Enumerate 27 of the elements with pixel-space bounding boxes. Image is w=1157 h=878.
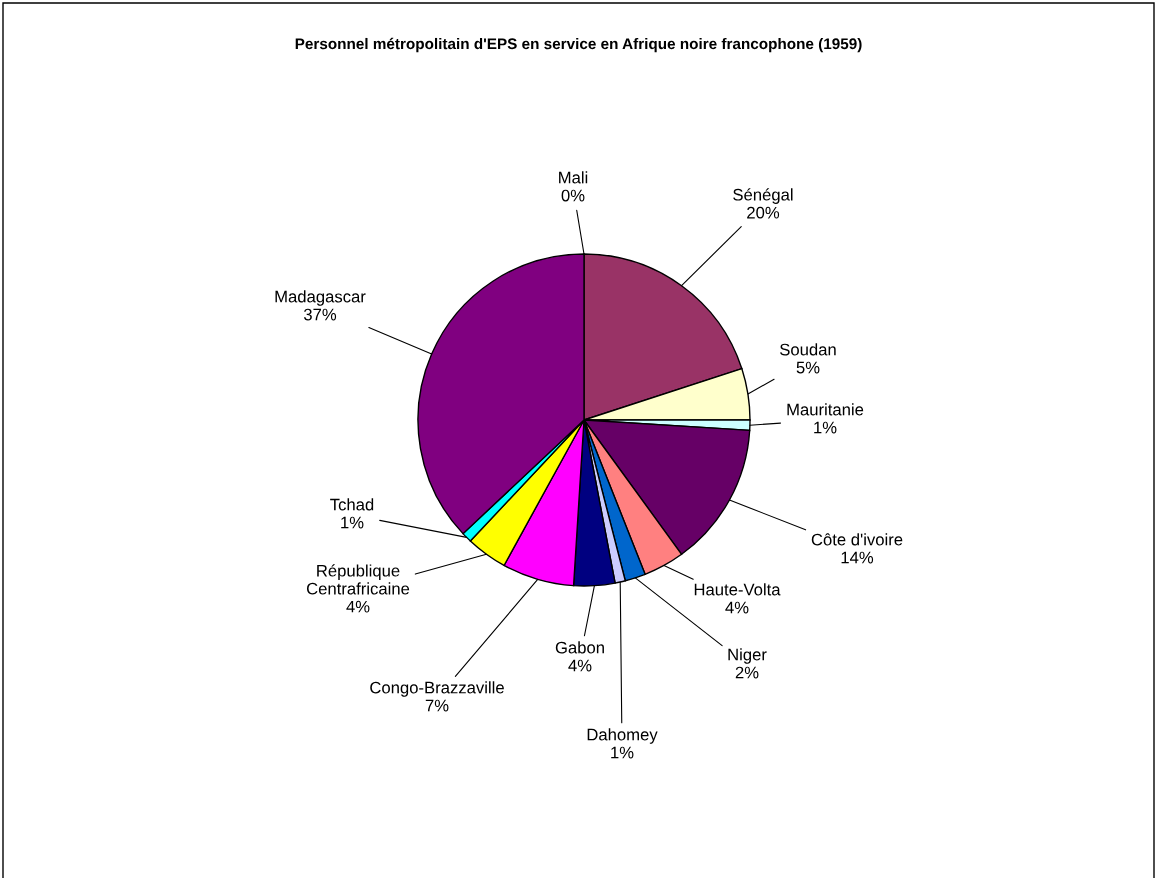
- data-label: 7%: [425, 699, 449, 712]
- chart-title: Personnel métropolitain d'EPS en service en Afrique noire francophone (1959): [295, 37, 862, 53]
- slice-label: Madagascar: [275, 290, 366, 306]
- slice-label: Gabon: [555, 641, 604, 654]
- slice-label: Haute-Volta: [694, 583, 781, 596]
- slice-label: Soudan: [780, 343, 836, 356]
- data-label: 5%: [796, 361, 820, 374]
- data-label: 4%: [568, 659, 592, 672]
- data-label: 1%: [814, 421, 837, 434]
- data-label: 20%: [747, 206, 780, 219]
- slice-label: Sénégal: [733, 188, 793, 204]
- slice-label: Mauritanie: [787, 403, 864, 416]
- slice-label: Tchad: [330, 498, 374, 511]
- text: 0%: [561, 189, 585, 202]
- data-label: 1%: [341, 516, 364, 529]
- slice-label: Congo-Brazzaville: [370, 681, 504, 697]
- data-label: 4%: [346, 600, 370, 613]
- slice-label: Côte d'ivoire: [811, 533, 903, 546]
- data-label: 2%: [735, 666, 759, 679]
- data-label: 37%: [303, 308, 337, 321]
- data-label: 4%: [725, 601, 749, 614]
- data-label: 1%: [611, 746, 634, 759]
- category-label: Mali: [559, 171, 588, 184]
- data-label: 14%: [841, 551, 874, 564]
- slice-label: Dahomey: [587, 728, 658, 744]
- slice-label: Niger: [728, 648, 767, 664]
- slice-label: République Centrafricaine: [306, 564, 410, 595]
